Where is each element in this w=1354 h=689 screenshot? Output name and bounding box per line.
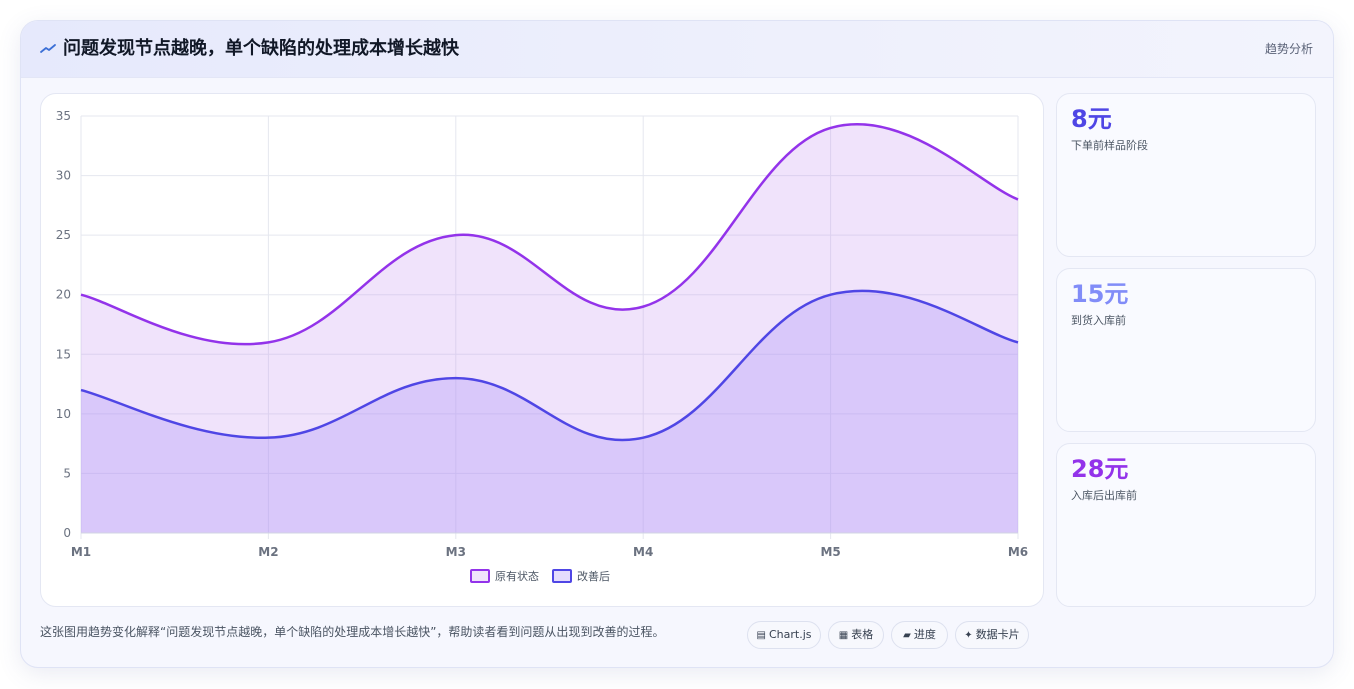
y-tick-label: 30	[56, 169, 71, 183]
x-tick-label: M5	[820, 545, 840, 559]
x-tick-label: M6	[1008, 545, 1028, 559]
stat-value: 8元	[1071, 105, 1112, 133]
series-line-1	[80, 289, 1019, 442]
stat-card-sample: 8元 下单前样品阶段	[1056, 93, 1316, 257]
chip-label: 数据卡片	[975, 628, 1020, 641]
stat-value: 15元	[1071, 280, 1129, 308]
legend-swatch	[470, 569, 490, 583]
chip-chartjs[interactable]: ▤ Chart.js	[747, 621, 821, 649]
legend-swatch	[552, 569, 572, 583]
chip-label: 表格	[851, 628, 874, 641]
progress-icon: ▰	[903, 630, 911, 641]
series-line-0	[80, 122, 1019, 346]
stat-card-arrival: 15元 到货入库前	[1056, 268, 1316, 432]
stat-label: 入库后出库前	[1071, 489, 1137, 502]
chart-icon: ▤	[756, 630, 766, 641]
chip-data-cards[interactable]: ✦ 数据卡片	[955, 621, 1029, 649]
chart-description: 这张图用趋势变化解释“问题发现节点越晚，单个缺陷的处理成本增长越快”，帮助读者看…	[40, 625, 665, 639]
y-tick-label: 35	[56, 109, 71, 123]
stat-label: 到货入库前	[1071, 314, 1126, 327]
stat-card-warehouse: 28元 入库后出库前	[1056, 443, 1316, 607]
chip-progress[interactable]: ▰ 进度	[891, 621, 948, 649]
page-title: 问题发现节点越晚，单个缺陷的处理成本增长越快	[63, 38, 459, 59]
chip-label: 进度	[913, 628, 936, 641]
table-icon: ▦	[838, 630, 849, 641]
x-tick-label: M1	[71, 545, 91, 559]
x-tick-label: M3	[446, 545, 466, 559]
chip-table[interactable]: ▦ 表格	[828, 621, 884, 649]
chart-panel: 0 5 10 15 20 25 30 35 M1 M2 M3 M4 M5 M6 原有状态 改善后	[40, 93, 1044, 607]
y-tick-label: 25	[56, 228, 71, 242]
stat-value: 28元	[1071, 455, 1129, 483]
trend-icon	[40, 44, 56, 53]
series-area-1	[81, 290, 1018, 533]
chart-card: 问题发现节点越晚，单个缺陷的处理成本增长越快 趋势分析 0 5 10 15 20 25 30…	[20, 20, 1334, 668]
card-header: 问题发现节点越晚，单个缺陷的处理成本增长越快 趋势分析	[21, 21, 1333, 78]
x-tick-label: M2	[258, 545, 278, 559]
legend-label: 原有状态	[495, 569, 539, 583]
stat-label: 下单前样品阶段	[1071, 139, 1148, 152]
y-tick-label: 10	[56, 407, 71, 421]
legend-label: 改善后	[577, 569, 610, 583]
sparkle-icon: ✦	[964, 630, 973, 641]
y-tick-label: 0	[63, 526, 71, 540]
trend-analysis-tag: 趋势分析	[1264, 42, 1313, 56]
y-tick-label: 5	[63, 466, 71, 480]
area-chart: 0 5 10 15 20 25 30 35 M1 M2 M3 M4 M5 M6 原有状态 改善后	[56, 109, 1028, 583]
y-tick-label: 20	[56, 288, 71, 302]
x-tick-label: M4	[633, 545, 653, 559]
y-tick-label: 15	[56, 347, 71, 361]
series-area-0	[81, 124, 1018, 533]
chip-label: Chart.js	[768, 628, 812, 641]
